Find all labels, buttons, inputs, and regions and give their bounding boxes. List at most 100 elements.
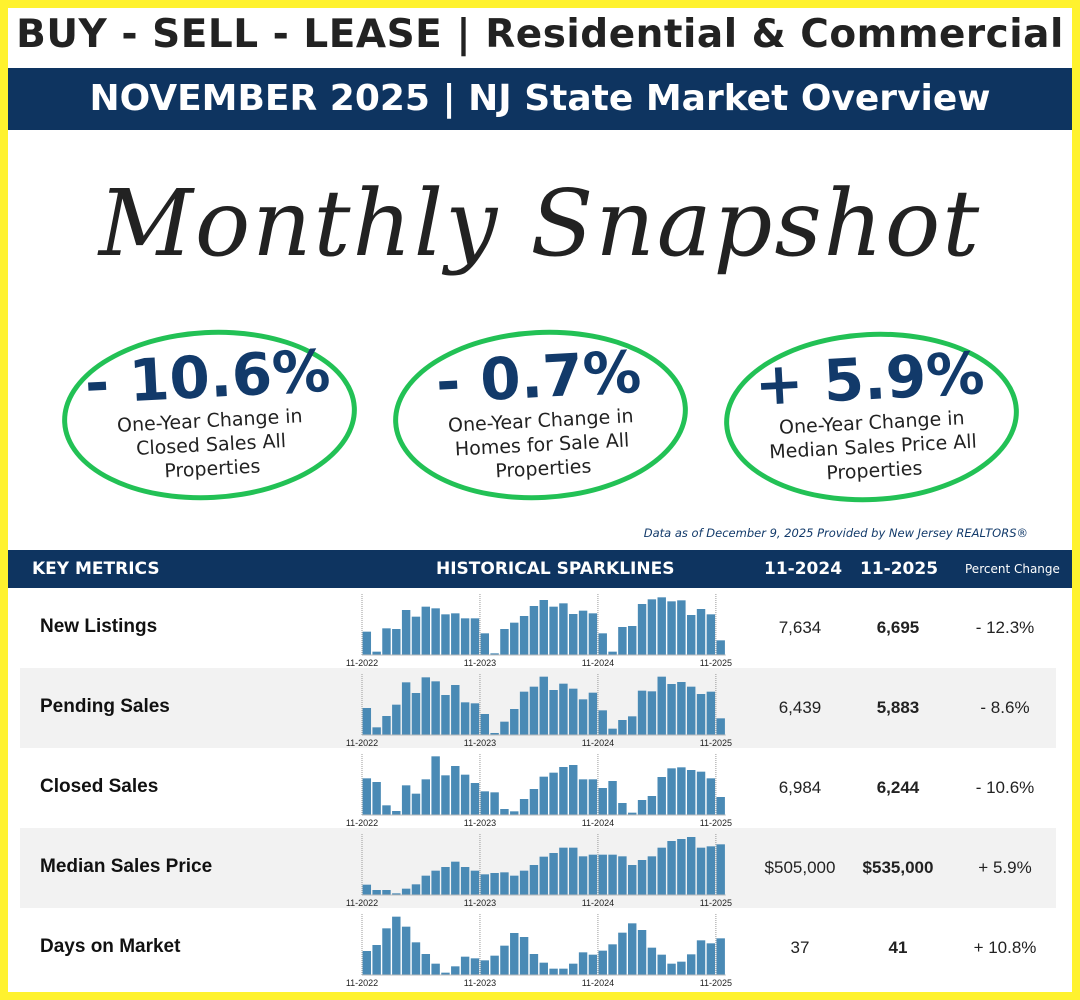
highlight-value: - 10.6% bbox=[83, 336, 332, 418]
sparkline-bar bbox=[637, 604, 647, 655]
table-row: Pending Sales 6,439 5,883- 8.6% 11-2022 11-2… bbox=[20, 668, 1056, 748]
header-pct: Percent Change bbox=[965, 562, 1060, 576]
script-heading: Monthly Snapshot bbox=[98, 170, 982, 277]
sparkline-bar bbox=[677, 839, 686, 895]
sparkline-bar bbox=[519, 616, 529, 655]
sparkline-bar bbox=[657, 777, 666, 815]
sparkline-bar bbox=[392, 629, 401, 655]
sparkline-bar bbox=[421, 779, 431, 815]
sparkline-tick-label: 11-2022 bbox=[346, 978, 378, 988]
sparkline-bar bbox=[431, 608, 440, 655]
sparkline-bar bbox=[677, 961, 686, 975]
sparkline-bar bbox=[460, 774, 470, 815]
sparkline-bar bbox=[716, 938, 725, 975]
sparkline-bar bbox=[392, 893, 401, 895]
sparkline-bar bbox=[500, 945, 509, 975]
value-prev: $505,000 bbox=[764, 858, 836, 877]
sparkline-bar bbox=[559, 683, 568, 735]
sparkline-tick-label: 11-2025 bbox=[700, 818, 732, 828]
sparkline-bar bbox=[372, 945, 381, 975]
sparkline-bar bbox=[696, 940, 706, 975]
sparkline-bar bbox=[598, 710, 607, 735]
sparkline-bar bbox=[490, 873, 499, 895]
sparkline-bar bbox=[569, 765, 578, 815]
sparkline-bar bbox=[470, 783, 480, 815]
sparkline-bar bbox=[460, 618, 470, 655]
sparkline-bar bbox=[392, 916, 401, 975]
sparkline: 11-2022 11-2023 11-2024 11-2025 bbox=[346, 674, 732, 748]
sparkline-bar bbox=[382, 716, 391, 735]
sparkline-bar bbox=[362, 708, 372, 735]
sparkline-bar bbox=[549, 690, 558, 735]
sparkline-bar bbox=[431, 681, 440, 735]
page-title: BUY - SELL - LEASE | Residential & Comme… bbox=[16, 12, 1064, 57]
value-prev: 6,439 bbox=[778, 698, 822, 717]
sparkline-bar bbox=[470, 958, 480, 975]
sparkline-bar bbox=[460, 702, 470, 735]
sparkline-bar bbox=[716, 844, 725, 895]
sparkline-bar bbox=[500, 629, 509, 655]
sparkline-bar bbox=[411, 884, 421, 895]
sparkline-tick-label: 11-2023 bbox=[464, 978, 496, 988]
sparkline-bar bbox=[706, 614, 716, 655]
sparkline-bar bbox=[569, 847, 578, 895]
sparkline-bar bbox=[441, 614, 450, 655]
table-header: KEY METRICS HISTORICAL SPARKLINES 11-202… bbox=[8, 550, 1072, 588]
highlight-value: + 5.9% bbox=[753, 339, 986, 420]
sparkline-bar bbox=[578, 779, 588, 815]
value-prev: 7,634 bbox=[778, 618, 822, 637]
sparkline-bar bbox=[362, 951, 372, 975]
sparkline-bar bbox=[480, 714, 489, 735]
sparkline-bar bbox=[588, 954, 598, 975]
sparkline-bar bbox=[706, 846, 716, 895]
sparkline-bar bbox=[529, 686, 539, 735]
sparkline-bar bbox=[628, 812, 637, 815]
sparkline-bar bbox=[460, 867, 470, 895]
sparkline-bar bbox=[519, 870, 529, 895]
metric-name: Pending Sales bbox=[40, 696, 170, 717]
sparkline-bar bbox=[598, 633, 607, 655]
sparkline-bar bbox=[667, 601, 676, 655]
sparkline-bar bbox=[372, 890, 381, 895]
sparkline-bar bbox=[559, 847, 568, 895]
sparkline-bar bbox=[510, 875, 519, 895]
sparkline-bar bbox=[559, 968, 568, 975]
sparkline-bar bbox=[500, 872, 509, 895]
sparkline-bar bbox=[362, 631, 372, 655]
sparkline-tick-label: 11-2023 bbox=[464, 818, 496, 828]
sparkline-bar bbox=[647, 947, 657, 975]
sparkline: 11-2022 11-2023 11-2024 11-2025 bbox=[346, 594, 732, 668]
sparkline-bar bbox=[549, 853, 558, 895]
sparkline-bar bbox=[657, 676, 666, 735]
sparkline-bar bbox=[401, 785, 411, 815]
sparkline-bar bbox=[470, 703, 480, 735]
percent-change: - 8.6% bbox=[980, 698, 1030, 717]
sparkline-bar bbox=[411, 942, 421, 975]
sparkline-bar bbox=[539, 676, 548, 735]
sparkline-bar bbox=[490, 733, 499, 735]
sparkline-bar bbox=[451, 613, 460, 655]
sparkline-bar bbox=[500, 721, 509, 735]
sparkline-tick-label: 11-2022 bbox=[346, 898, 378, 908]
sparkline-bar bbox=[510, 709, 519, 735]
sparkline-bar bbox=[667, 841, 676, 895]
sparkline-bar bbox=[401, 888, 411, 895]
percent-change: + 10.8% bbox=[973, 938, 1037, 957]
banner-title: NOVEMBER 2025 | NJ State Market Overview bbox=[8, 68, 1072, 130]
sparkline-bar bbox=[647, 691, 657, 735]
sparkline-tick-label: 11-2025 bbox=[700, 658, 732, 668]
sparkline-bar bbox=[451, 766, 460, 815]
sparkline-bar bbox=[618, 803, 627, 815]
sparkline-bar bbox=[529, 865, 539, 895]
sparkline-bar bbox=[569, 688, 578, 735]
sparkline-bar bbox=[618, 856, 627, 895]
value-curr: 41 bbox=[888, 938, 908, 957]
percent-change: + 5.9% bbox=[978, 858, 1032, 877]
table-row: Median Sales Price $505,000 $535,000 + 5.9%… bbox=[20, 828, 1056, 908]
sparkline-bar bbox=[362, 778, 372, 815]
sparkline-bar bbox=[401, 682, 411, 735]
sparkline-bar bbox=[392, 704, 401, 735]
sparkline-bar bbox=[411, 693, 421, 735]
percent-change: - 12.3% bbox=[975, 618, 1035, 637]
header-curr: 11-2025 bbox=[860, 559, 939, 579]
